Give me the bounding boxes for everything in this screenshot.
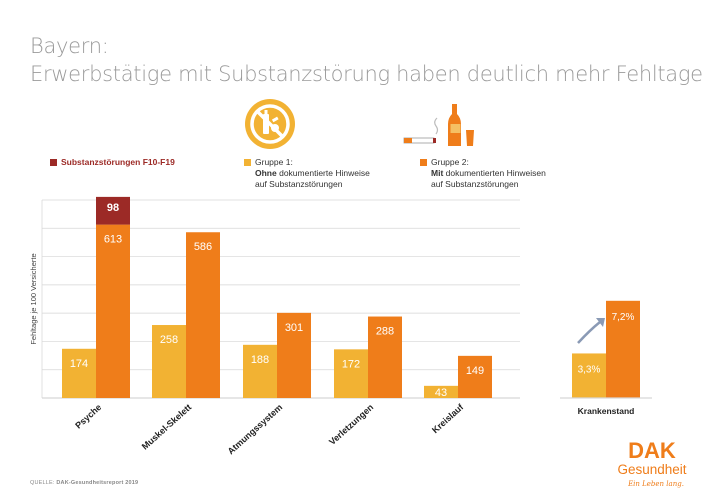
bar-label-gruppe1: 188 xyxy=(251,354,269,366)
bar-label-substance: 98 xyxy=(107,202,119,214)
bar-krankenstand-gruppe1 xyxy=(572,353,606,398)
legend-group1-desc-2: auf Substanzstörungen xyxy=(255,179,343,189)
category-label: Verletzungen xyxy=(327,402,375,447)
legend-group1-bold: Ohne xyxy=(255,168,277,178)
legend-group1-swatch xyxy=(244,159,251,166)
source-note: QUELLE: DAK-Gesundheitsreport 2019 xyxy=(30,480,138,486)
bar-gruppe2 xyxy=(277,312,311,398)
title-line-2: Erwerbstätige mit Substanzstörung haben … xyxy=(30,62,703,86)
legend-group2-bold: Mit xyxy=(431,168,444,178)
legend-group2-rest: dokumentierten Hinweisen xyxy=(443,168,546,178)
bar-label-krankenstand-gruppe2: 7,2% xyxy=(612,312,635,323)
category-label: Kreislauf xyxy=(430,401,466,435)
bar-label-gruppe2: 149 xyxy=(466,365,484,377)
bar-gruppe2 xyxy=(368,316,402,398)
bar-label-gruppe2: 613 xyxy=(104,234,122,246)
source-text: DAK-Gesundheitsreport 2019 xyxy=(56,480,139,486)
legend-group2: Gruppe 2: Mit dokumentierten Hinweisen a… xyxy=(431,157,546,190)
no-substances-icon xyxy=(245,99,295,149)
category-label: Atmungssystem xyxy=(226,402,285,456)
bar-label-gruppe2: 301 xyxy=(285,322,303,334)
cigarette-alcohol-icon xyxy=(403,104,474,146)
legend-substance-swatch xyxy=(50,159,57,166)
bar-label-krankenstand-gruppe1: 3,3% xyxy=(578,364,601,375)
y-axis-label: Fehltage je 100 Versicherte xyxy=(29,253,38,344)
legend-group1-rest: dokumentierte Hinweise xyxy=(276,168,370,178)
legend-group2-title: Gruppe 2: xyxy=(431,157,469,167)
bar-label-gruppe1: 174 xyxy=(70,358,88,370)
dak-logo: DAK Gesundheit Ein Leben lang. xyxy=(617,438,686,488)
category-label: Psyche xyxy=(73,402,103,431)
bar-gruppe1 xyxy=(334,349,368,398)
bar-gruppe2 xyxy=(186,232,220,398)
bar-substance xyxy=(96,196,130,225)
bar-label-gruppe2: 288 xyxy=(376,326,394,338)
category-label: Muskel-Skelett xyxy=(140,402,194,452)
bar-label-gruppe1: 258 xyxy=(160,334,178,346)
legend-substance-label: Substanzstörungen F10-F19 xyxy=(61,157,175,167)
title-line-1: Bayern: xyxy=(30,34,109,58)
legend-group1-title: Gruppe 1: xyxy=(255,157,293,167)
legend-group2-desc-2: auf Substanzstörungen xyxy=(431,179,519,189)
logo-slogan: Ein Leben lang. xyxy=(627,480,684,488)
logo-name: Gesundheit xyxy=(617,462,686,477)
bar-gruppe2 xyxy=(458,355,492,398)
bar-label-gruppe1: 172 xyxy=(342,358,360,370)
bar-krankenstand-gruppe2 xyxy=(606,300,640,398)
bar-gruppe2 xyxy=(96,224,130,398)
legend-group2-desc: Mit dokumentierten Hinweisen xyxy=(431,168,546,179)
bar-gruppe1 xyxy=(243,344,277,398)
trend-up-arrow-head-icon xyxy=(596,318,605,327)
logo-brand: DAK xyxy=(628,438,676,463)
legend-group1-desc: Ohne dokumentierte Hinweise xyxy=(255,168,370,179)
trend-up-arrow-icon xyxy=(577,321,601,344)
bar-label-gruppe1: 43 xyxy=(435,387,447,399)
legend-group1: Gruppe 1: Ohne dokumentierte Hinweise au… xyxy=(255,157,370,190)
legend-group2-swatch xyxy=(420,159,427,166)
bar-gruppe1 xyxy=(424,385,458,398)
bar-gruppe1 xyxy=(62,348,96,398)
bar-gruppe1 xyxy=(152,325,186,398)
bar-label-gruppe2: 586 xyxy=(194,241,212,253)
source-prefix: QUELLE: xyxy=(30,480,55,486)
category-label-krankenstand: Krankenstand xyxy=(578,406,635,416)
